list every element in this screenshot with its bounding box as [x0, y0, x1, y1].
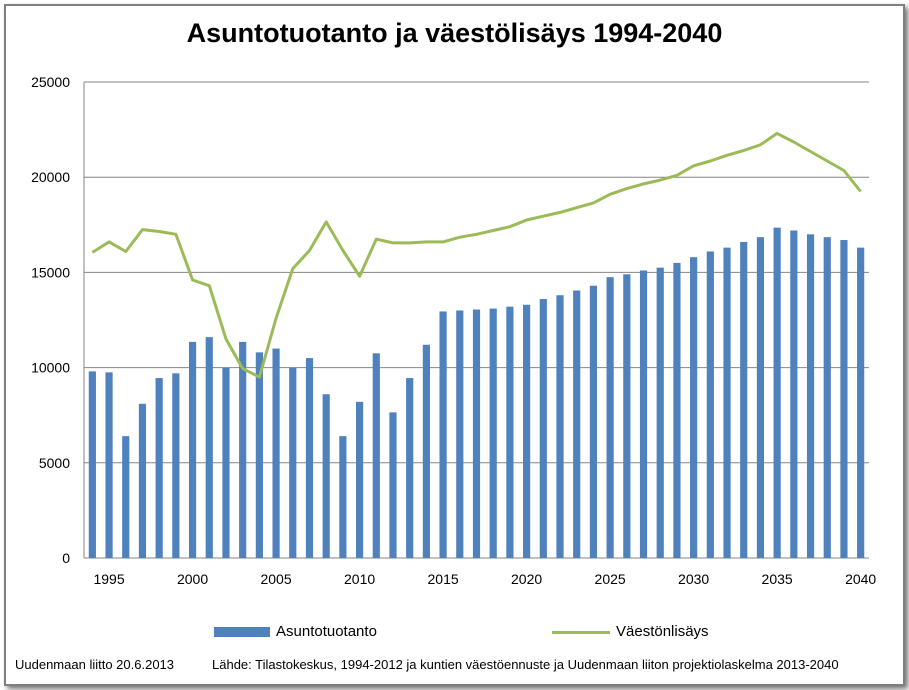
bar — [339, 436, 347, 558]
bar — [88, 371, 96, 558]
bar — [305, 358, 314, 558]
bar — [255, 352, 263, 558]
x-tick-label: 2005 — [260, 571, 291, 587]
bar — [239, 341, 247, 558]
bar — [589, 285, 598, 558]
bar — [523, 304, 531, 558]
bar — [172, 373, 180, 558]
x-tick-label: 2020 — [511, 571, 542, 587]
bar — [790, 230, 798, 558]
bar — [406, 378, 414, 558]
x-tick-label: 2030 — [678, 571, 709, 587]
bar — [222, 367, 230, 558]
bar — [272, 348, 280, 558]
y-tick-label: 5000 — [39, 455, 70, 471]
bar — [773, 227, 781, 558]
bar — [472, 309, 481, 558]
x-tick-label: 2000 — [177, 571, 208, 587]
chart-title: Asuntotuotanto ja väestölisäys 1994-2040 — [186, 18, 723, 48]
bar — [756, 237, 765, 558]
legend-label-vaestonlisays: Väestönlisäys — [616, 623, 709, 640]
bar — [656, 267, 664, 558]
bar — [205, 337, 213, 558]
bar — [673, 262, 681, 558]
bar — [690, 257, 698, 558]
chart-frame — [4, 4, 905, 686]
bar — [723, 247, 731, 558]
legend-swatch-asuntotuotanto — [214, 627, 270, 637]
bar — [539, 299, 547, 558]
bar — [823, 237, 831, 558]
bar — [740, 241, 748, 558]
bar — [439, 311, 447, 558]
bar — [289, 367, 297, 558]
x-tick-label: 2010 — [344, 571, 375, 587]
bar — [138, 403, 147, 558]
x-tick-label: 2015 — [428, 571, 459, 587]
bar — [422, 344, 430, 558]
y-tick-label: 20000 — [31, 169, 70, 185]
bar — [840, 240, 848, 559]
bar — [105, 372, 113, 558]
bar — [639, 270, 648, 558]
bar — [389, 412, 397, 558]
bar — [706, 251, 714, 558]
x-tick-label: 2040 — [845, 571, 876, 587]
bar — [506, 306, 514, 558]
legend-swatch-vaestonlisays — [552, 631, 610, 634]
footer-source: Lähde: Tilastokeskus, 1994-2012 ja kunti… — [212, 657, 839, 672]
bar — [372, 353, 380, 558]
bar — [573, 290, 581, 558]
legend-label-asuntotuotanto: Asuntotuotanto — [276, 623, 377, 640]
bar — [606, 277, 614, 558]
bar — [489, 308, 497, 558]
bar — [556, 295, 564, 558]
bar — [355, 401, 364, 558]
bar — [456, 310, 464, 558]
bar — [806, 234, 815, 558]
bar — [188, 341, 197, 558]
bar — [322, 394, 330, 558]
footer-organization: Uudenmaan liitto 20.6.2013 — [15, 657, 175, 672]
bar — [122, 436, 130, 558]
bar — [155, 378, 163, 558]
x-tick-label: 2025 — [595, 571, 626, 587]
x-tick-label: 1995 — [93, 571, 124, 587]
bar — [857, 247, 865, 558]
y-tick-label: 25000 — [31, 74, 70, 90]
bar — [623, 274, 631, 558]
y-tick-label: 0 — [62, 550, 70, 566]
y-tick-label: 10000 — [31, 360, 70, 376]
x-tick-label: 2035 — [762, 571, 793, 587]
y-tick-label: 15000 — [31, 264, 70, 280]
series-line-vaestonlisays — [91, 131, 862, 379]
